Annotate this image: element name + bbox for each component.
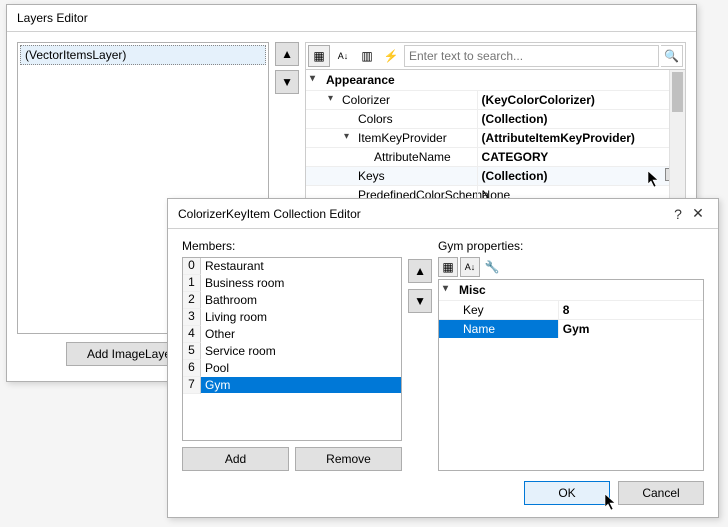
mini-property-pages-button[interactable]: 🔧	[482, 257, 502, 277]
member-label: Service room	[201, 343, 401, 360]
mini-pg-row-name[interactable]: Name Gym	[439, 319, 703, 338]
pg-name: AttributeName	[306, 148, 477, 166]
members-column: Members: 0Restaurant1Business room2Bathr…	[182, 239, 402, 471]
mini-alphabetical-button[interactable]: A↓	[460, 257, 480, 277]
member-label: Bathroom	[201, 292, 401, 309]
mini-pg-toolbar: ▦ A↓ 🔧	[438, 257, 704, 277]
add-member-button[interactable]: Add	[182, 447, 289, 471]
mini-pg-name-name: Name	[439, 320, 558, 338]
member-index: 1	[183, 275, 201, 292]
member-move-up-button[interactable]: ▲	[408, 259, 432, 283]
dialog-close-button[interactable]: ✕	[688, 205, 708, 222]
add-remove-row: Add Remove	[182, 447, 402, 471]
expander-icon[interactable]: ▾	[344, 131, 349, 142]
layers-editor-title: Layers Editor	[17, 11, 686, 25]
member-label: Gym	[201, 377, 401, 394]
pg-name: Keys	[306, 167, 477, 185]
members-label: Members:	[182, 239, 402, 253]
categorized-view-button[interactable]: ▦	[308, 45, 330, 67]
pg-name: ▾Colorizer	[306, 91, 477, 109]
layers-editor-titlebar: Layers Editor	[7, 5, 696, 32]
member-label: Pool	[201, 360, 401, 377]
member-index: 2	[183, 292, 201, 309]
member-row[interactable]: 4Other	[183, 326, 401, 343]
down-icon: ▼	[414, 294, 426, 308]
member-label: Other	[201, 326, 401, 343]
az-icon: A↓	[338, 51, 349, 61]
pg-row[interactable]: AttributeNameCATEGORY	[306, 147, 685, 166]
layer-move-up-button[interactable]: ▲	[275, 42, 299, 66]
member-row[interactable]: 5Service room	[183, 343, 401, 360]
member-index: 5	[183, 343, 201, 360]
pg-value[interactable]: (KeyColorColorizer)	[477, 91, 685, 109]
properties-label: Gym properties:	[438, 239, 704, 253]
ok-button[interactable]: OK	[524, 481, 610, 505]
pg-name: Colors	[306, 110, 477, 128]
pg-value[interactable]: (Collection)	[477, 110, 685, 128]
member-row[interactable]: 6Pool	[183, 360, 401, 377]
pages-icon: ▥	[361, 49, 372, 63]
member-row[interactable]: 1Business room	[183, 275, 401, 292]
pg-value[interactable]: (Collection)…	[477, 167, 685, 185]
collection-editor-titlebar: ColorizerKeyItem Collection Editor ? ✕	[168, 199, 718, 229]
mini-pg-name-key: Key	[439, 301, 558, 319]
up-icon: ▲	[414, 264, 426, 278]
dialog-buttons: OK Cancel	[182, 471, 704, 505]
member-row[interactable]: 2Bathroom	[183, 292, 401, 309]
member-move-down-button[interactable]: ▼	[408, 289, 432, 313]
alphabetical-view-button[interactable]: A↓	[332, 45, 354, 67]
member-label: Living room	[201, 309, 401, 326]
mini-pg-category-misc[interactable]: Misc	[439, 280, 703, 300]
member-index: 3	[183, 309, 201, 326]
pg-scrollbar-thumb[interactable]	[672, 72, 683, 112]
pg-value[interactable]: (AttributeItemKeyProvider)	[477, 129, 685, 147]
properties-column: Gym properties: ▦ A↓ 🔧 Misc Key 8 Name G…	[438, 239, 704, 471]
up-icon: ▲	[281, 47, 293, 61]
pg-category-appearance[interactable]: Appearance	[306, 70, 685, 90]
search-button[interactable]: 🔍	[661, 45, 683, 67]
member-label: Restaurant	[201, 258, 401, 275]
pg-row[interactable]: Keys(Collection)…	[306, 166, 685, 185]
mini-pg-row-key[interactable]: Key 8	[439, 300, 703, 319]
members-list[interactable]: 0Restaurant1Business room2Bathroom3Livin…	[182, 257, 402, 441]
down-icon: ▼	[281, 75, 293, 89]
collection-editor-main: Members: 0Restaurant1Business room2Bathr…	[182, 239, 704, 471]
member-row[interactable]: 3Living room	[183, 309, 401, 326]
pg-row[interactable]: ▾ItemKeyProvider(AttributeItemKeyProvide…	[306, 128, 685, 147]
mini-pg-val-name[interactable]: Gym	[558, 320, 703, 338]
layer-move-down-button[interactable]: ▼	[275, 70, 299, 94]
pg-value[interactable]: CATEGORY	[477, 148, 685, 166]
property-search-input[interactable]	[404, 45, 659, 67]
lightning-icon: ⚡	[384, 49, 399, 63]
mini-property-grid[interactable]: Misc Key 8 Name Gym	[438, 279, 704, 471]
pg-row[interactable]: Colors(Collection)	[306, 109, 685, 128]
search-icon: 🔍	[664, 49, 679, 63]
property-pages-button[interactable]: ▥	[356, 45, 378, 67]
expander-icon[interactable]: ▾	[328, 93, 333, 104]
categorized-icon: ▦	[313, 49, 324, 63]
propertygrid-toolbar: ▦ A↓ ▥ ⚡ 🔍	[305, 42, 686, 69]
member-index: 6	[183, 360, 201, 377]
collection-editor-body: Members: 0Restaurant1Business room2Bathr…	[168, 229, 718, 515]
member-row[interactable]: 7Gym	[183, 377, 401, 394]
mini-categorized-button[interactable]: ▦	[438, 257, 458, 277]
pg-name: ▾ItemKeyProvider	[306, 129, 477, 147]
pg-row[interactable]: ▾Colorizer(KeyColorColorizer)	[306, 90, 685, 109]
mini-pg-val-key[interactable]: 8	[558, 301, 703, 319]
member-index: 4	[183, 326, 201, 343]
events-button[interactable]: ⚡	[380, 45, 402, 67]
cancel-button[interactable]: Cancel	[618, 481, 704, 505]
member-index: 0	[183, 258, 201, 275]
member-row[interactable]: 0Restaurant	[183, 258, 401, 275]
remove-member-button[interactable]: Remove	[295, 447, 402, 471]
member-reorder-col: ▲ ▼	[408, 239, 432, 471]
collection-editor-dialog: ColorizerKeyItem Collection Editor ? ✕ M…	[167, 198, 719, 518]
member-label: Business room	[201, 275, 401, 292]
layers-list-item[interactable]: (VectorItemsLayer)	[20, 45, 266, 65]
dialog-help-button[interactable]: ?	[668, 206, 688, 222]
collection-editor-title: ColorizerKeyItem Collection Editor	[178, 207, 668, 221]
member-index: 7	[183, 377, 201, 394]
